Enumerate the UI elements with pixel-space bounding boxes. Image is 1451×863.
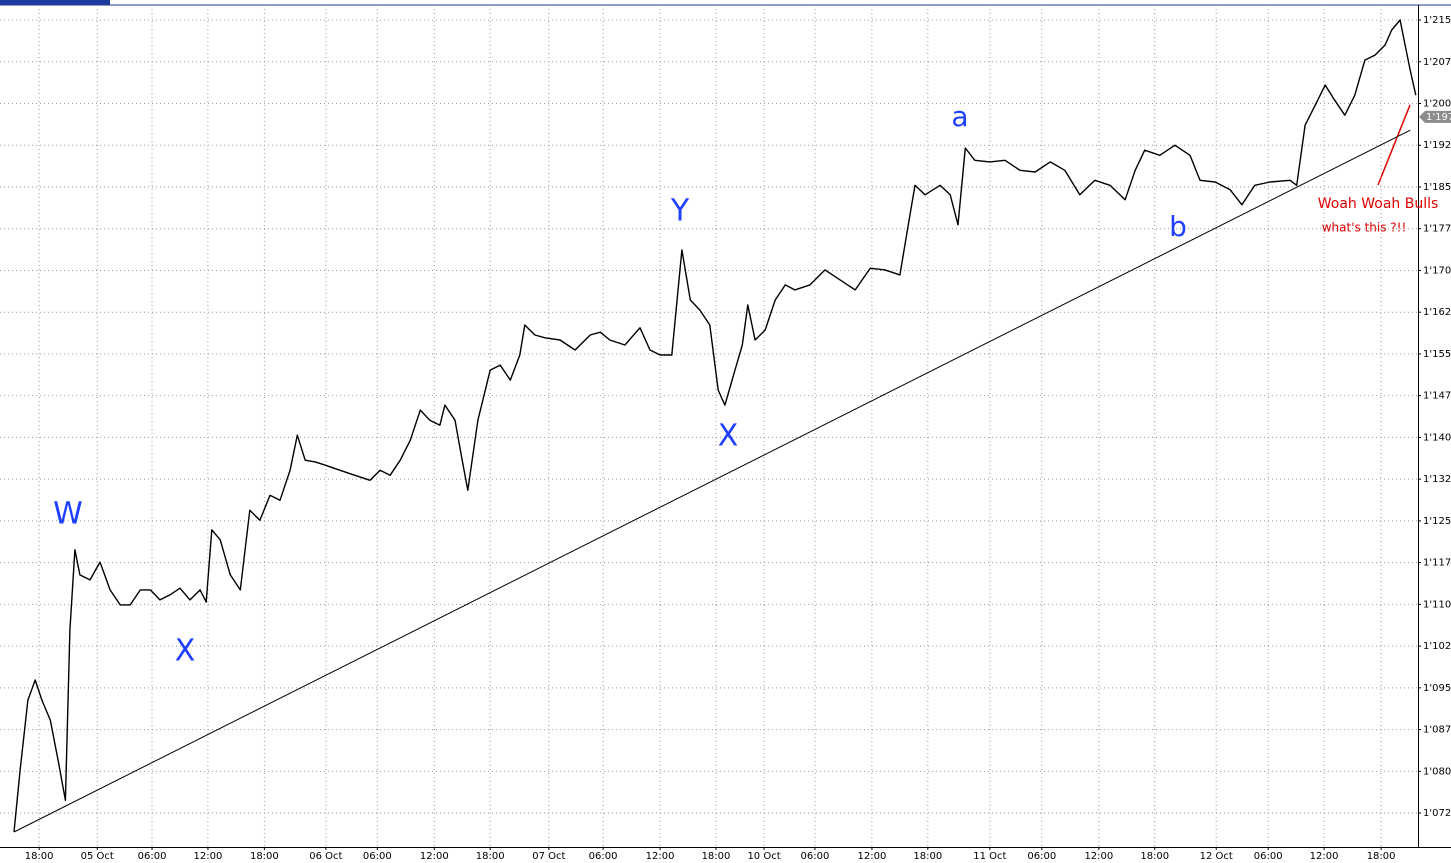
x-tick-label: 12:00: [194, 851, 223, 862]
x-tick-label: 06:00: [1027, 851, 1056, 862]
x-tick-label: 06:00: [589, 851, 618, 862]
x-tick-label: 07 Oct: [532, 851, 565, 862]
annotation: Woah Woah Bulls: [1318, 196, 1439, 212]
x-tick-label: 12:00: [420, 851, 449, 862]
last-price-marker: [1419, 110, 1451, 123]
x-tick-label: 18:00: [1140, 851, 1169, 862]
x-tick-label: 05 Oct: [81, 851, 114, 862]
annotation: a: [951, 100, 968, 133]
x-tick-label: 18:00: [25, 851, 54, 862]
x-tick-label: 12 Oct: [1200, 851, 1233, 862]
annotation: X: [718, 419, 739, 454]
x-tick-label: 10 Oct: [747, 851, 780, 862]
x-tick-label: 18:00: [702, 851, 731, 862]
annotation-arrow: [1377, 104, 1411, 186]
y-tick-label: 1'132: [1423, 474, 1451, 485]
x-tick-label: 12:00: [646, 851, 675, 862]
x-tick-label: 06:00: [801, 851, 830, 862]
y-tick-label: 1'192: [1423, 140, 1451, 151]
x-tick-label: 06:00: [1254, 851, 1283, 862]
x-tick-label: 18:00: [1367, 851, 1396, 862]
y-tick-label: 1'155: [1423, 349, 1451, 360]
annotation: Y: [670, 194, 690, 229]
x-tick-label: 18:00: [476, 851, 505, 862]
header-strip: [0, 0, 110, 5]
y-tick-label: 1'215: [1423, 15, 1451, 26]
y-tick-label: 1'117: [1423, 558, 1451, 569]
x-tick-label: 18:00: [250, 851, 279, 862]
y-tick-label: 1'185: [1423, 182, 1451, 193]
y-tick-label: 1'110: [1423, 599, 1451, 610]
y-tick-label: 1'177: [1423, 224, 1451, 235]
y-tick-label: 1'125: [1423, 516, 1451, 527]
x-tick-label: 06:00: [363, 851, 392, 862]
trendline: [13, 129, 1411, 833]
x-tick-label: 11 Oct: [973, 851, 1006, 862]
x-tick-label: 06 Oct: [309, 851, 342, 862]
y-tick-label: 1'087: [1423, 725, 1451, 736]
x-tick-label: 12:00: [1084, 851, 1113, 862]
annotation: what's this ?!!: [1322, 221, 1407, 235]
y-tick-label: 1'080: [1423, 766, 1451, 777]
y-tick-label: 1'170: [1423, 265, 1451, 276]
x-tick-label: 12:00: [858, 851, 887, 862]
y-tick-label: 1'095: [1423, 683, 1451, 694]
y-tick-label: 1'200: [1423, 99, 1451, 110]
y-tick-label: 1'147: [1423, 391, 1451, 402]
y-tick-label: 1'140: [1423, 432, 1451, 443]
y-tick-label: 1'162: [1423, 307, 1451, 318]
annotation: b: [1169, 210, 1187, 243]
last-price-label: 1'197: [1426, 112, 1451, 123]
price-line: [13, 19, 1417, 833]
y-tick-label: 1'207: [1423, 57, 1451, 68]
y-tick-label: 1'072: [1423, 808, 1451, 819]
x-tick-label: 06:00: [138, 851, 167, 862]
annotation: W: [53, 497, 83, 532]
annotation: X: [175, 634, 196, 669]
x-tick-label: 12:00: [1310, 851, 1339, 862]
y-tick-label: 1'102: [1423, 641, 1451, 652]
x-tick-label: 18:00: [913, 851, 942, 862]
